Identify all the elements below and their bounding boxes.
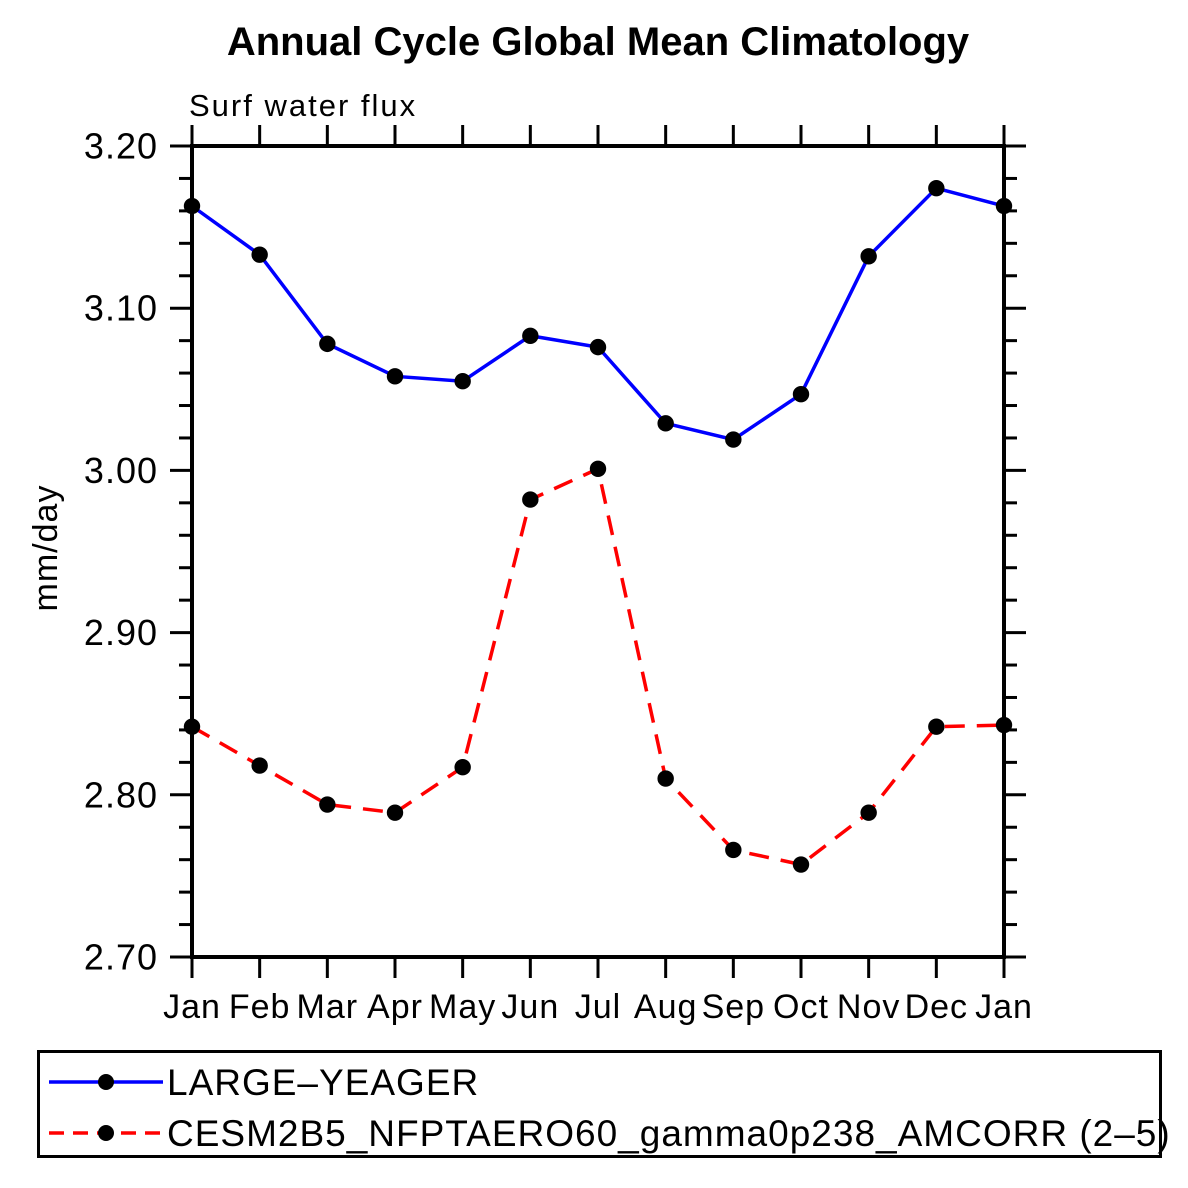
- data-point-marker: [251, 246, 268, 263]
- x-tick-label: Jun: [501, 988, 559, 1026]
- chart-subtitle: Surf water flux: [189, 88, 418, 123]
- series-line-dashed: [191, 466, 1005, 867]
- data-point-marker: [725, 841, 742, 859]
- data-point-marker: [522, 491, 539, 508]
- x-tick-label: Dec: [905, 988, 968, 1026]
- legend-item: LARGE–YEAGER: [45, 1064, 479, 1101]
- data-point-marker: [589, 338, 607, 356]
- x-tick-label: May: [429, 988, 496, 1026]
- data-point-marker: [522, 327, 539, 344]
- x-tick-label: Jan: [163, 988, 221, 1026]
- data-point-marker: [251, 757, 268, 774]
- x-tick-label: Nov: [837, 988, 900, 1026]
- data-point-marker: [928, 179, 945, 197]
- legend-key: [49, 1125, 163, 1141]
- x-tick-label: Apr: [367, 988, 423, 1026]
- data-point-marker: [657, 415, 674, 432]
- x-tick-label: Feb: [229, 988, 291, 1026]
- y-tick-label: 2.80: [84, 774, 158, 815]
- series-line-solid: [190, 186, 1005, 442]
- data-point-marker: [183, 718, 201, 735]
- data-point-marker: [589, 460, 607, 477]
- x-tick-label: Jan: [975, 988, 1033, 1026]
- x-tick-label: Mar: [297, 988, 359, 1026]
- y-tick-label: 2.90: [84, 612, 158, 653]
- data-point-marker: [386, 368, 404, 385]
- data-point-marker: [454, 759, 471, 776]
- data-point-marker: [860, 248, 877, 265]
- legend-key: [49, 1074, 163, 1090]
- data-point-marker: [995, 716, 1013, 734]
- legend-label: LARGE–YEAGER: [167, 1061, 480, 1103]
- legend-marker: [98, 1074, 114, 1090]
- data-point-marker: [860, 804, 877, 821]
- data-point-marker: [792, 385, 810, 403]
- data-point-marker: [183, 197, 201, 215]
- data-point-marker: [928, 718, 945, 735]
- data-point-marker: [386, 804, 404, 821]
- x-tick-label: Oct: [773, 988, 829, 1026]
- legend-marker: [98, 1125, 114, 1141]
- data-point-marker: [725, 431, 742, 448]
- x-tick-label: Aug: [634, 988, 698, 1026]
- data-point-marker: [319, 796, 336, 813]
- y-tick-label: 2.70: [84, 937, 158, 978]
- plot-frame: [190, 144, 1006, 959]
- legend-item: CESM2B5_NFPTAERO60_gamma0p238_AMCORR (2–…: [45, 1115, 1171, 1152]
- chart-title: Annual Cycle Global Mean Climatology: [226, 20, 970, 64]
- legend: LARGE–YEAGER CESM2B5_NFPTAERO60_gamma0p23…: [37, 1050, 1170, 1158]
- data-point-marker: [995, 197, 1013, 215]
- y-tick-label: 3.20: [84, 126, 158, 167]
- y-tick-label: 3.00: [84, 450, 158, 491]
- data-point-marker: [657, 770, 674, 787]
- data-point-marker: [792, 856, 810, 873]
- legend-label: CESM2B5_NFPTAERO60_gamma0p238_AMCORR (2–…: [167, 1112, 1171, 1154]
- x-tick-label: Jul: [575, 988, 621, 1026]
- data-point-marker: [454, 372, 471, 390]
- x-tick-label: Sep: [702, 988, 766, 1026]
- data-point-marker: [319, 335, 336, 353]
- y-tick-label: 3.10: [84, 288, 158, 329]
